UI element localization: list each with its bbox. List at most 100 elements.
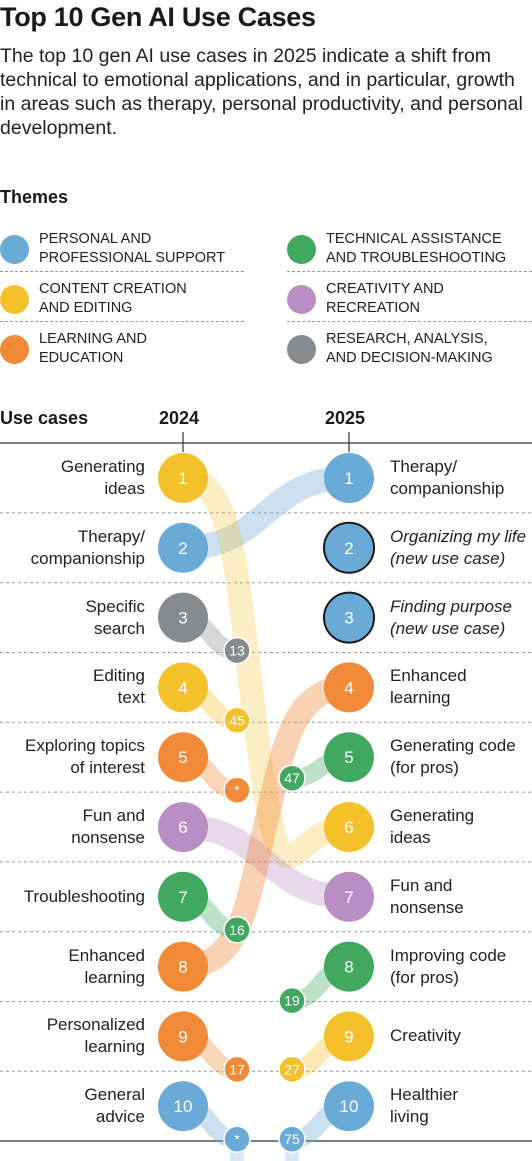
year-2024-rank-number: 6 [178, 818, 187, 837]
legend-divider [287, 321, 532, 322]
year-2024-rank-node [158, 662, 208, 713]
use-case-2024-label: Enhanced learning [68, 945, 145, 987]
use-case-2024-label: Generating ideas [60, 457, 145, 498]
legend-label: Content creation and editing [39, 281, 187, 316]
legend-divider [0, 321, 244, 322]
legend-dot-personal [0, 235, 29, 264]
legend-item-creativity: Creativity and recreation [287, 280, 532, 330]
year-2025-rank-number: 3 [344, 609, 353, 628]
use-case-2024-label: General advice [84, 1085, 145, 1127]
year-2024-rank-node [158, 1081, 208, 1132]
year-2024-header: 2024 [159, 408, 200, 428]
legend-dot-research [287, 335, 316, 364]
year-2024-rank-number: 7 [178, 888, 187, 907]
legend-item-content: Content creation and editing [0, 280, 250, 330]
flow-band [171, 675, 361, 979]
legend-label: Personal and professional support [39, 231, 226, 266]
year-2024-rank-node [158, 453, 208, 503]
year-2025-rank-number: 10 [340, 1097, 359, 1116]
use-case-2024-label: Fun and nonsense [71, 806, 145, 847]
legend-item-technical: Technical assistance and troubleshooting [287, 230, 532, 280]
year-2025-rank-node [324, 941, 374, 992]
use-case-2024-label: Therapy/ companionship [30, 526, 145, 568]
year-2025-rank-number: 1 [344, 469, 353, 488]
legend-dot-learning [0, 335, 29, 364]
year-2025-rank-number: 4 [344, 678, 353, 697]
year-2025-rank-node [324, 1011, 374, 1062]
use-case-2025-label: Fun and nonsense [390, 875, 464, 917]
year-2024-rank-node [158, 592, 208, 643]
legend-divider [0, 271, 244, 272]
rank-bubble [223, 1055, 251, 1084]
rank-bubble-label: 47 [284, 770, 300, 786]
year-2024-rank-node [158, 802, 208, 852]
year-2024-rank-node [158, 1011, 208, 1062]
rank-bubble-label: 19 [284, 993, 300, 1009]
year-2024-rank-number: 4 [178, 678, 187, 697]
year-2025-rank-node [324, 1081, 374, 1132]
rank-bubble-label: 45 [229, 712, 245, 728]
rank-bubble [278, 1125, 306, 1153]
year-2024-rank-node [158, 732, 208, 783]
use-case-2025-label: Organizing my life (new use case) [390, 526, 527, 568]
use-case-2024-label: Troubleshooting [23, 886, 145, 906]
rank-bubble-label: 17 [229, 1061, 245, 1077]
year-2024-rank-number: 5 [178, 748, 187, 767]
rank-bubble [223, 706, 251, 735]
year-2025-rank-node [324, 802, 374, 852]
year-2025-rank-node [323, 591, 375, 644]
subtitle: The top 10 gen AI use cases in 2025 indi… [0, 45, 523, 139]
use-case-2025-label: Enhanced learning [390, 666, 467, 708]
year-2025-rank-node [323, 521, 375, 574]
year-2025-rank-node [324, 732, 374, 783]
use-case-2025-label: Healthier living [390, 1085, 459, 1127]
year-2024-rank-number: 3 [178, 609, 187, 628]
year-2024-rank-node [158, 941, 208, 992]
year-2024-rank-node [158, 522, 208, 573]
themes-heading: Themes [0, 187, 69, 207]
year-2025-header: 2025 [325, 408, 366, 428]
year-2025-rank-number: 9 [344, 1027, 353, 1046]
rank-bubble-label: * [234, 1131, 240, 1147]
legend-dot-creativity [287, 285, 316, 314]
row-dividers [0, 432, 532, 1142]
legend-item-learning: Learning and education [0, 330, 250, 380]
rank-bubble [223, 636, 251, 665]
rank-bubble-label: 75 [284, 1131, 300, 1147]
use-case-2024-label: Editing text [93, 666, 145, 708]
legend-label: Learning and education [39, 331, 147, 366]
rank-bubble [278, 764, 306, 792]
rank-bubble-label: * [234, 782, 240, 798]
use-cases-header: Use cases [0, 408, 89, 428]
use-case-2025-label: Therapy/ companionship [390, 457, 505, 498]
page-title: Top 10 Gen AI Use Cases [0, 2, 316, 32]
flow-band [171, 466, 361, 560]
legend-divider [287, 271, 532, 272]
use-case-2025-label: Creativity [390, 1026, 461, 1046]
use-case-2024-label: Exploring topics of interest [24, 736, 145, 778]
legend-dot-technical [287, 235, 316, 264]
rank-bubble [223, 776, 251, 804]
year-2024-rank-number: 1 [178, 469, 187, 488]
rank-bubble-label: 13 [229, 643, 245, 659]
flow-bands [171, 466, 361, 1161]
legend-item-personal: Personal and professional support [0, 230, 250, 280]
use-case-2025-label: Generating code (for pros) [390, 736, 516, 778]
rank-bubble [223, 916, 251, 944]
flow-band [171, 815, 361, 909]
rank-bubble-label: 27 [284, 1061, 300, 1077]
year-2025-rank-number: 8 [344, 958, 353, 977]
year-2024-rank-number: 10 [174, 1097, 193, 1116]
year-2024-rank-number: 9 [178, 1027, 187, 1046]
year-2025-rank-number: 2 [344, 539, 353, 558]
use-case-2024-label: Specific search [85, 596, 145, 638]
use-case-2025-label: Finding purpose (new use case) [390, 596, 512, 638]
year-2024-rank-number: 8 [178, 958, 187, 977]
rank-bubble [278, 1055, 306, 1084]
year-2025-rank-number: 7 [344, 888, 353, 907]
year-2025-rank-node [324, 662, 374, 713]
rank-bubble [223, 1125, 251, 1153]
year-2024-rank-number: 2 [178, 539, 187, 558]
